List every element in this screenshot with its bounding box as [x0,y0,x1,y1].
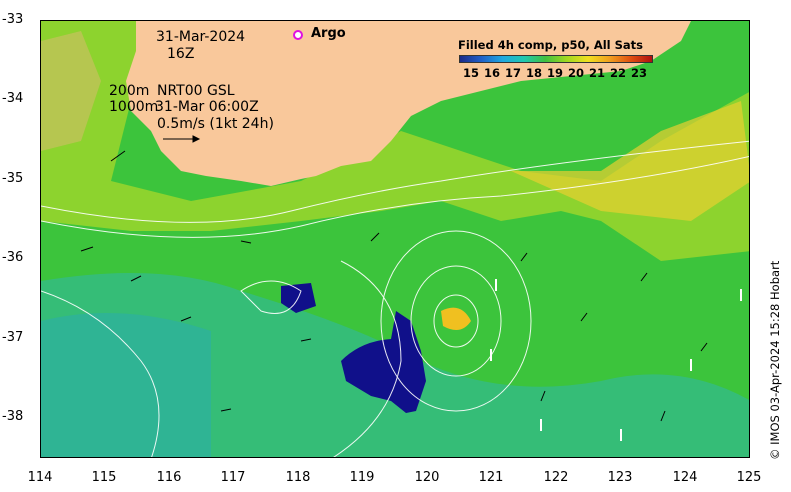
current-vectors [80,150,708,422]
y-tick-label: -38 [2,409,24,424]
cool-water-region [41,313,211,457]
warm-water-region [41,21,749,261]
x-tick-label: 114 [27,470,53,485]
colorbar-tick: 22 [609,66,626,80]
x-tick-label: 118 [285,470,311,485]
x-tick-label: 123 [607,470,633,485]
map-date: 31-Mar-2024 [156,29,246,45]
colorbar-title: Filled 4h comp, p50, All Sats [458,38,643,52]
product-label: NRT00 GSL [157,83,235,99]
x-tick-label: 115 [91,470,117,485]
colorbar-tick: 21 [588,66,605,80]
y-tick-label: -35 [2,171,24,186]
colorbar-tick: 18 [525,66,542,80]
x-tick-label: 119 [349,470,375,485]
warm-water-region [41,31,101,151]
y-tick-label: -36 [2,250,24,265]
x-tick-label: 116 [156,470,182,485]
product-time: 31-Mar 06:00Z [155,99,259,115]
x-tick-label: 124 [672,470,698,485]
colorbar-tick: 19 [546,66,563,80]
x-tick-label: 122 [543,470,569,485]
cold-eddy [341,311,426,413]
colorbar-tick: 16 [483,66,500,80]
scale-arrow [163,135,201,143]
x-tick-label: 117 [220,470,246,485]
colorbar [459,55,653,63]
x-tick-label: 121 [478,470,504,485]
scale-label: 0.5m/s (1kt 24h) [157,116,274,132]
sst-map[interactable] [40,20,750,458]
x-tick-label: 120 [414,470,440,485]
argo-label: Argo [311,26,346,41]
y-tick-label: -33 [2,12,24,27]
warm-water-region [511,101,749,221]
warm-water-region [441,307,471,330]
map-hour: 16Z [167,46,195,62]
x-tick-label: 125 [736,470,762,485]
colorbar-tick: 15 [462,66,479,80]
sst-map-canvas[interactable] [41,21,750,458]
contour-label-1000m: 1000m [109,99,159,115]
contour-lines [41,140,749,457]
colorbar-tick: 17 [504,66,521,80]
credit-text: © IMOS 03-Apr-2024 15:28 Hobart [768,260,782,460]
colorbar-tick: 20 [567,66,584,80]
y-tick-label: -37 [2,330,24,345]
colorbar-tick: 23 [630,66,647,80]
argo-marker-icon [293,30,303,40]
y-tick-label: -34 [2,91,24,106]
contour-label-200m: 200m [109,83,150,99]
current-vectors-strong [490,279,742,441]
